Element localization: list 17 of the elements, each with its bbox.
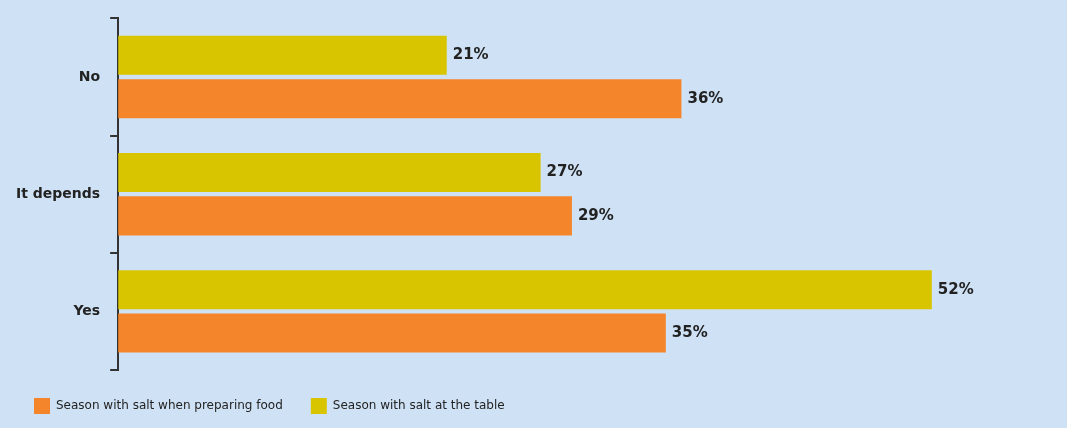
data-label: 36%	[687, 88, 724, 107]
bar	[118, 196, 572, 236]
legend-label: Season with salt when preparing food	[56, 398, 283, 413]
data-label: 27%	[546, 162, 583, 181]
legend-label: Season with salt at the table	[332, 398, 505, 413]
data-label: 29%	[577, 205, 614, 224]
bar	[118, 35, 447, 75]
y-tick-label: No	[78, 67, 101, 84]
bar	[118, 79, 682, 119]
bar	[118, 313, 666, 353]
data-label: 21%	[452, 45, 489, 64]
bar	[118, 270, 932, 310]
y-tick-label: Yes	[72, 302, 101, 319]
data-label: 52%	[937, 279, 974, 298]
y-tick-label: It depends	[15, 184, 101, 201]
data-label: 35%	[671, 322, 708, 341]
bar	[118, 153, 541, 193]
